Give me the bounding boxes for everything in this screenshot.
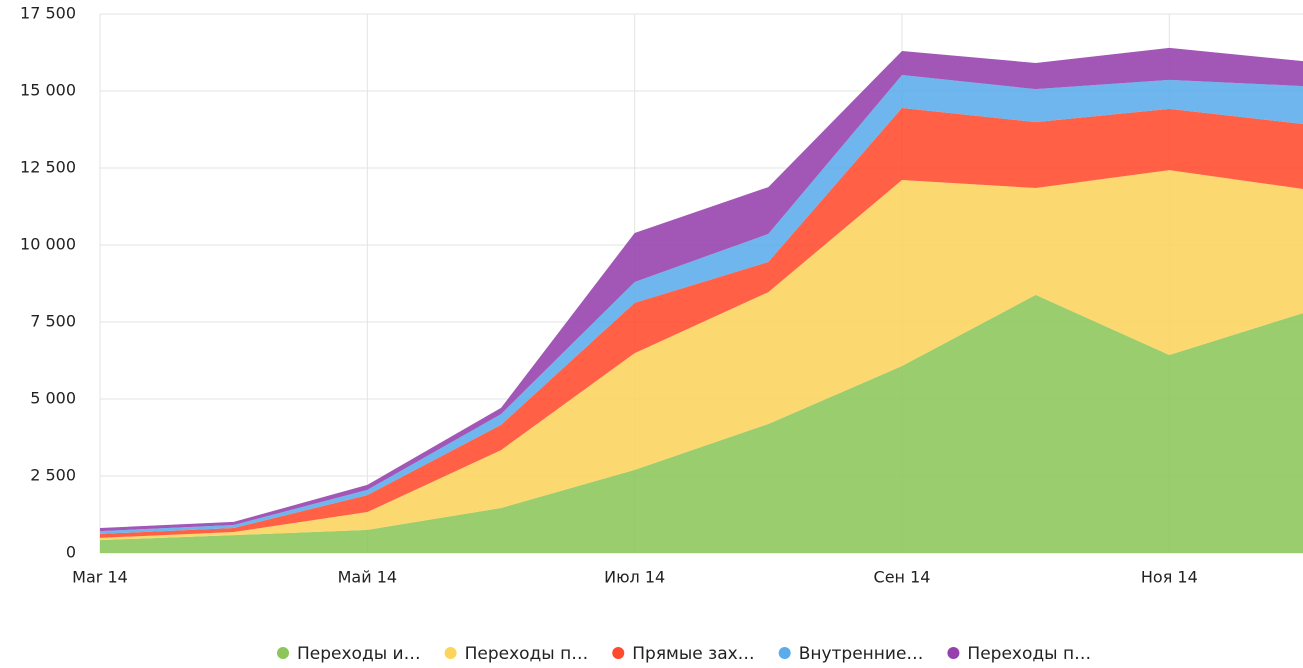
legend-item: Переходы п… bbox=[947, 644, 1091, 664]
y-tick-label: 12 500 bbox=[20, 158, 76, 177]
x-tick-label: Mar 14 bbox=[72, 568, 128, 587]
x-tick-label: Май 14 bbox=[338, 568, 397, 587]
legend-label: Внутренние… bbox=[799, 644, 924, 664]
areas bbox=[100, 47, 1303, 553]
legend-label: Прямые зах… bbox=[632, 644, 754, 664]
legend-marker bbox=[778, 647, 791, 659]
y-tick-label: 10 000 bbox=[20, 235, 76, 254]
y-tick-label: 0 bbox=[66, 543, 76, 562]
legend-marker bbox=[947, 647, 960, 659]
legend: Переходы и… Переходы п… Прямые зах… Внутрен… bbox=[277, 644, 1091, 664]
legend-label: Переходы п… bbox=[967, 644, 1091, 664]
legend-item: Внутренние… bbox=[778, 644, 924, 664]
legend-marker bbox=[444, 647, 457, 659]
y-tick-label: 2 500 bbox=[30, 466, 76, 485]
y-tick-label: 15 000 bbox=[20, 81, 76, 100]
labels: 0 2 500 5 000 7 500 10 000 12 500 15 000 17 500… bbox=[20, 4, 1198, 587]
y-tick-label: 5 000 bbox=[30, 389, 76, 408]
legend-item: Переходы и… bbox=[277, 644, 421, 664]
area bbox=[100, 170, 1303, 541]
legend-label: Переходы и… bbox=[297, 644, 421, 664]
y-tick-label: 17 500 bbox=[20, 4, 76, 23]
area bbox=[100, 294, 1303, 553]
area bbox=[100, 107, 1303, 538]
legend-marker bbox=[277, 647, 289, 659]
legend-label: Переходы п… bbox=[465, 644, 589, 664]
x-tick-label: Июл 14 bbox=[604, 568, 665, 587]
legend-item: Переходы п… bbox=[444, 644, 589, 664]
x-tick-label: Ноя 14 bbox=[1141, 568, 1198, 587]
legend-marker bbox=[612, 647, 625, 659]
y-tick-label: 7 500 bbox=[30, 312, 76, 331]
x-tick-label: Сен 14 bbox=[874, 568, 931, 587]
legend-item: Прямые зах… bbox=[612, 644, 755, 664]
